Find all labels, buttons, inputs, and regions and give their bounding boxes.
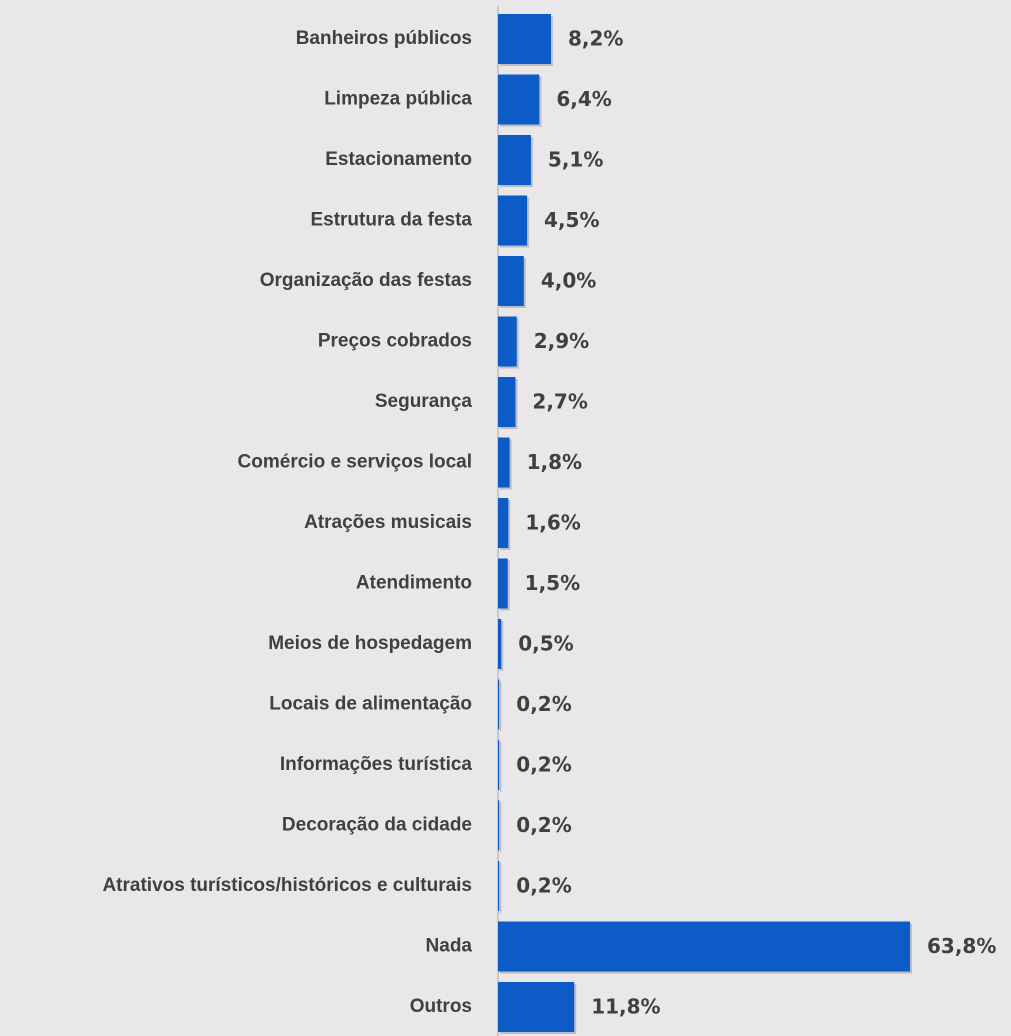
data-label: 0,2% (516, 692, 571, 716)
bar-shadow (500, 742, 502, 792)
bar (498, 14, 551, 64)
category-label: Outros (410, 996, 472, 1017)
data-label: 4,5% (544, 208, 599, 232)
data-label: 2,7% (532, 390, 587, 414)
category-labels-group: Banheiros públicos Limpeza pública Estacio… (102, 28, 472, 1017)
bar (498, 740, 500, 790)
data-labels-group: 8,2% 6,4% 5,1% 4,5% 4,0% 2,9% 2,7% 1,8% 1,6% 1,5%… (516, 27, 996, 1019)
category-label: Estrutura da festa (310, 210, 472, 231)
category-label: Preços cobrados (318, 331, 472, 352)
bar (498, 800, 500, 851)
category-label: Atendimento (356, 573, 472, 594)
category-label: Nada (426, 936, 473, 957)
data-label: 1,8% (527, 450, 582, 474)
bar (498, 74, 540, 125)
bars-group (498, 14, 912, 1034)
bar (498, 619, 502, 669)
bar-shadow (500, 621, 504, 671)
bar (498, 437, 510, 488)
category-label: Decoração da cidade (282, 815, 472, 836)
bar (498, 921, 910, 972)
category-label: Atrativos turísticos/históricos e cultur… (102, 875, 472, 896)
data-label: 1,5% (525, 571, 580, 595)
bar (498, 558, 508, 609)
category-label: Limpeza pública (324, 89, 472, 110)
category-label: Estacionamento (325, 149, 472, 170)
category-label: Atrações musicais (304, 512, 472, 533)
bar (498, 135, 531, 185)
bar (498, 256, 524, 306)
data-label: 0,2% (516, 874, 571, 898)
bar-shadow (500, 863, 502, 913)
data-label: 0,2% (516, 753, 571, 777)
data-label: 1,6% (525, 511, 580, 535)
data-label: 8,2% (568, 27, 623, 51)
data-label: 63,8% (927, 934, 996, 958)
data-label: 2,9% (534, 329, 589, 353)
data-label: 6,4% (556, 87, 611, 111)
bar (498, 679, 500, 730)
data-label: 11,8% (591, 995, 660, 1019)
bar-shadow (500, 802, 502, 853)
bar (498, 195, 528, 246)
bar (498, 861, 500, 911)
category-label: Banheiros públicos (296, 28, 472, 49)
category-label: Segurança (375, 391, 473, 412)
category-label: Comércio e serviços local (238, 452, 472, 473)
data-label: 0,5% (518, 632, 573, 656)
category-label: Meios de hospedagem (268, 633, 472, 654)
bar (498, 316, 517, 367)
category-label: Organização das festas (260, 270, 472, 291)
bar (498, 377, 516, 427)
data-label: 4,0% (541, 269, 596, 293)
bar-shadow (500, 681, 502, 732)
category-label: Informações turística (280, 754, 473, 775)
bar (498, 498, 509, 548)
data-label: 0,2% (516, 813, 571, 837)
category-label: Locais de alimentação (269, 694, 472, 715)
data-label: 5,1% (548, 148, 603, 172)
bar (498, 982, 575, 1032)
